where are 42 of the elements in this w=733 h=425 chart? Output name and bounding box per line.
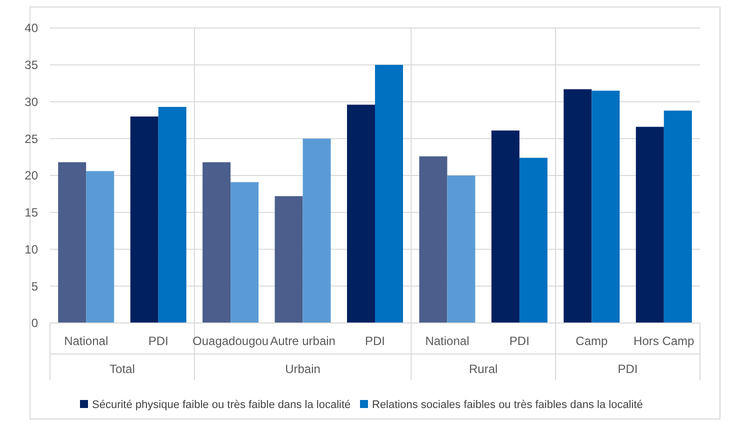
text: Total — [110, 362, 135, 376]
bar — [519, 158, 548, 323]
bar — [664, 110, 692, 323]
text: Urbain — [285, 362, 320, 376]
x-tick-label: Ouagadougou — [192, 334, 269, 348]
legend-label: Sécurité physique faible ou très faible dans la localité — [92, 399, 351, 411]
y-tick-label: 20 — [24, 168, 38, 183]
legend-label: Relations sociales faibles ou très faibles dans la localité — [372, 399, 643, 411]
bar — [158, 106, 186, 323]
y-tick-label: 30 — [24, 94, 38, 109]
bar — [130, 116, 158, 323]
x-tick-label: Camp — [576, 334, 608, 348]
x-tick-label: Hors Camp — [634, 334, 695, 348]
x-tick-label: National — [64, 334, 108, 348]
bar — [592, 90, 620, 323]
x-tick-label: PDI — [509, 334, 530, 348]
bar — [419, 156, 448, 323]
text: Rural — [468, 362, 498, 376]
y-tick-label: 5 — [31, 279, 38, 294]
bar — [230, 182, 259, 323]
bar — [86, 171, 114, 323]
y-tick-label: 25 — [24, 132, 38, 146]
bar — [347, 104, 375, 323]
bar — [202, 162, 231, 323]
text: PDI — [618, 362, 638, 376]
bar — [491, 130, 520, 323]
x-tick-label: Autre urbain — [270, 334, 336, 348]
x-tick-label: PDI — [148, 334, 168, 348]
bar — [274, 196, 303, 323]
y-tick-label: 40 — [24, 21, 38, 36]
y-tick-label: 35 — [24, 58, 38, 72]
y-tick-label: 0 — [31, 316, 38, 330]
x-tick-label: National — [425, 334, 470, 348]
y-tick-label: 10 — [24, 242, 38, 256]
x-tick-label: PDI — [364, 334, 386, 348]
bar — [58, 162, 86, 323]
bar — [302, 138, 331, 323]
bar — [636, 126, 664, 323]
y-tick-label: 15 — [24, 206, 38, 220]
bar — [375, 64, 403, 323]
bar — [447, 176, 476, 323]
bar — [564, 89, 592, 323]
